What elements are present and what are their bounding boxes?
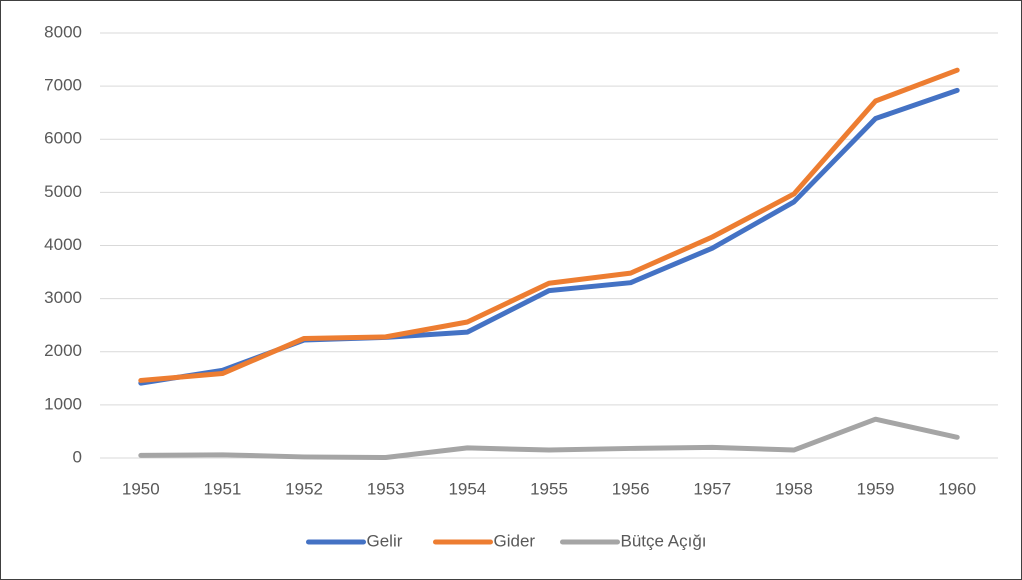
- x-tick-label: 1960: [938, 479, 976, 498]
- y-tick-label: 5000: [44, 182, 82, 201]
- x-tick-label: 1958: [775, 479, 813, 498]
- x-tick-label: 1959: [857, 479, 895, 498]
- legend-label: Bütçe Açığı: [621, 531, 707, 550]
- y-tick-label: 4000: [44, 235, 82, 254]
- x-tick-label: 1950: [122, 479, 160, 498]
- x-tick-label: 1956: [612, 479, 650, 498]
- series-line: [138, 67, 960, 383]
- y-tick-label: 3000: [44, 288, 82, 307]
- x-tick-label: 1957: [693, 479, 731, 498]
- x-tick-label: 1951: [204, 479, 242, 498]
- y-tick-label: 8000: [44, 22, 82, 41]
- x-tick-label: 1954: [448, 479, 486, 498]
- legend-label: Gider: [494, 531, 536, 550]
- x-tick-label: 1955: [530, 479, 568, 498]
- y-tick-label: 7000: [44, 76, 82, 95]
- series-line: [138, 416, 960, 460]
- y-tick-label: 1000: [44, 394, 82, 413]
- y-tick-label: 6000: [44, 129, 82, 148]
- x-tick-label: 1953: [367, 479, 405, 498]
- y-tick-label: 0: [73, 447, 82, 466]
- legend-label: Gelir: [367, 531, 403, 550]
- x-tick-label: 1952: [285, 479, 323, 498]
- y-tick-label: 2000: [44, 341, 82, 360]
